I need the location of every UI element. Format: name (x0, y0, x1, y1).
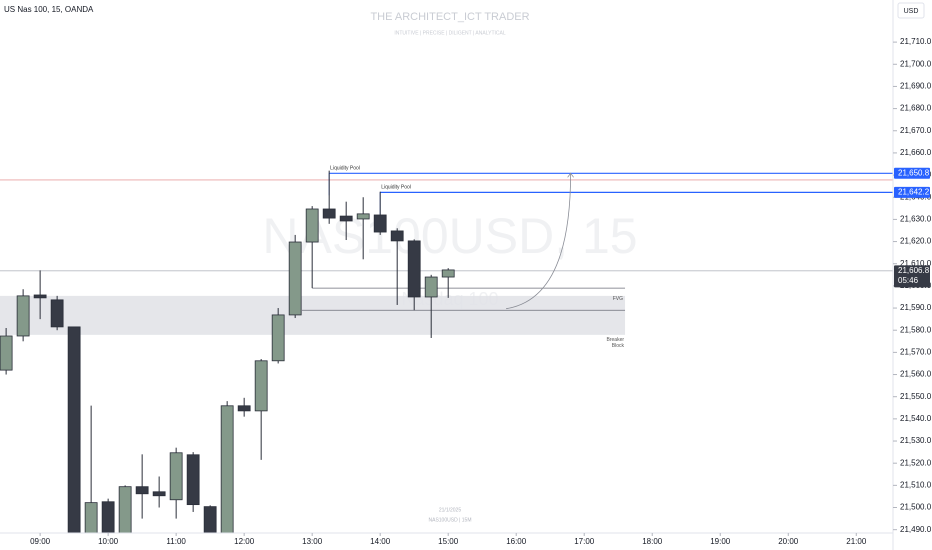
candle-body (152, 491, 166, 497)
currency-box (897, 2, 925, 19)
x-tick-label: 10:00 (98, 537, 119, 546)
projection-arrow (505, 173, 572, 310)
y-tick-label: 21,710.0 (900, 37, 932, 46)
y-tick-label: 21,590.0 (900, 303, 932, 312)
y-tick-label: 21,520.0 (900, 458, 932, 467)
candle-body (16, 295, 30, 337)
candle-body (254, 360, 268, 412)
y-tick-label: 21,510.0 (900, 480, 932, 489)
y-tick-label: 21,610.0 (900, 259, 932, 268)
tagline: INTUITIVE | PRECISE | DILIGENT | ANALYTI… (394, 30, 505, 36)
candle-body (305, 208, 319, 243)
candle-body (84, 502, 98, 533)
candle-body (441, 269, 455, 278)
candle-body (407, 240, 421, 298)
y-tick-label: 21,560.0 (900, 370, 932, 379)
y-tick-label: 21,660.0 (900, 148, 932, 157)
candle-body (135, 486, 149, 495)
zone-label: Breaker (607, 337, 625, 343)
y-tick-label: 21,550.0 (900, 392, 932, 401)
y-tick-label: 21,680.0 (900, 104, 932, 113)
x-tick-label: 16:00 (506, 537, 527, 546)
footer: NAS100USD | 15M (429, 517, 472, 523)
y-tick-label: 21,580.0 (900, 325, 932, 334)
y-tick-label: 21,530.0 (900, 436, 932, 445)
candle-body (424, 276, 438, 298)
price-tag (894, 167, 930, 179)
zone-label: FVG (613, 296, 623, 302)
x-tick-label: 12:00 (234, 537, 255, 546)
pool-label: Liquidity Pool (381, 185, 411, 191)
currency: USD (904, 8, 919, 15)
y-tick-label: 21,620.0 (900, 237, 932, 246)
y-tick-label: 21,630.0 (900, 215, 932, 224)
x-tick-label: 17:00 (574, 537, 595, 546)
candle-body (118, 486, 132, 533)
y-tick-label: 21,690.0 (900, 82, 932, 91)
candle-body (101, 501, 115, 533)
candle-body (373, 214, 387, 233)
chart-title: US Nas 100, 15, OANDA (4, 5, 94, 14)
x-tick-label: 13:00 (302, 537, 323, 546)
candle-body (169, 452, 183, 501)
x-tick-label: 19:00 (710, 537, 731, 546)
x-tick-label: 14:00 (370, 537, 391, 546)
candle-body (356, 213, 370, 220)
x-tick-label: 21:00 (846, 537, 867, 546)
zone-label: Block (612, 343, 625, 349)
candle-body (67, 326, 81, 533)
y-tick-label: 21,490.0 (900, 525, 932, 534)
candle-body (288, 241, 302, 316)
symbol-watermark: NAS100USD, 15 (262, 208, 637, 264)
y-tick-label: 21,570.0 (900, 347, 932, 356)
candle-body (322, 208, 336, 219)
price-tag-label: 21,642.2 (898, 187, 930, 196)
arrow-head (567, 172, 574, 178)
date: 21/1/2025 (439, 507, 461, 513)
brand: THE ARCHITECT_ICT TRADER (370, 11, 529, 23)
price-tag (894, 265, 930, 288)
y-tick-label: 21,670.0 (900, 126, 932, 135)
price-tag-label: 21,650.8 (898, 168, 930, 177)
x-tick-label: 15:00 (438, 537, 459, 546)
pool-label: Liquidity Pool (330, 166, 360, 172)
candle-body (50, 299, 64, 328)
candle-body (186, 454, 200, 506)
price-tag (894, 186, 930, 198)
candle-body (390, 230, 404, 242)
candle-body (339, 215, 353, 222)
x-tick-label: 11:00 (166, 537, 186, 546)
y-tick-label: 21,700.0 (900, 59, 932, 68)
candle-body (33, 294, 47, 299)
candle-body (203, 506, 217, 533)
y-tick-label: 21,500.0 (900, 503, 932, 512)
candle-body (237, 405, 251, 412)
price-tag-label: 21,606.8 (898, 266, 930, 275)
candle-body (220, 405, 234, 533)
x-tick-label: 09:00 (30, 537, 51, 546)
x-tick-label: 20:00 (778, 537, 799, 546)
y-tick-label: 21,540.0 (900, 414, 932, 423)
countdown: 05:46 (898, 276, 919, 285)
x-tick-label: 18:00 (642, 537, 663, 546)
candle-body (271, 314, 285, 362)
fvg-zone (0, 295, 626, 335)
candle-body (0, 335, 13, 371)
plot-area (0, 170, 893, 533)
